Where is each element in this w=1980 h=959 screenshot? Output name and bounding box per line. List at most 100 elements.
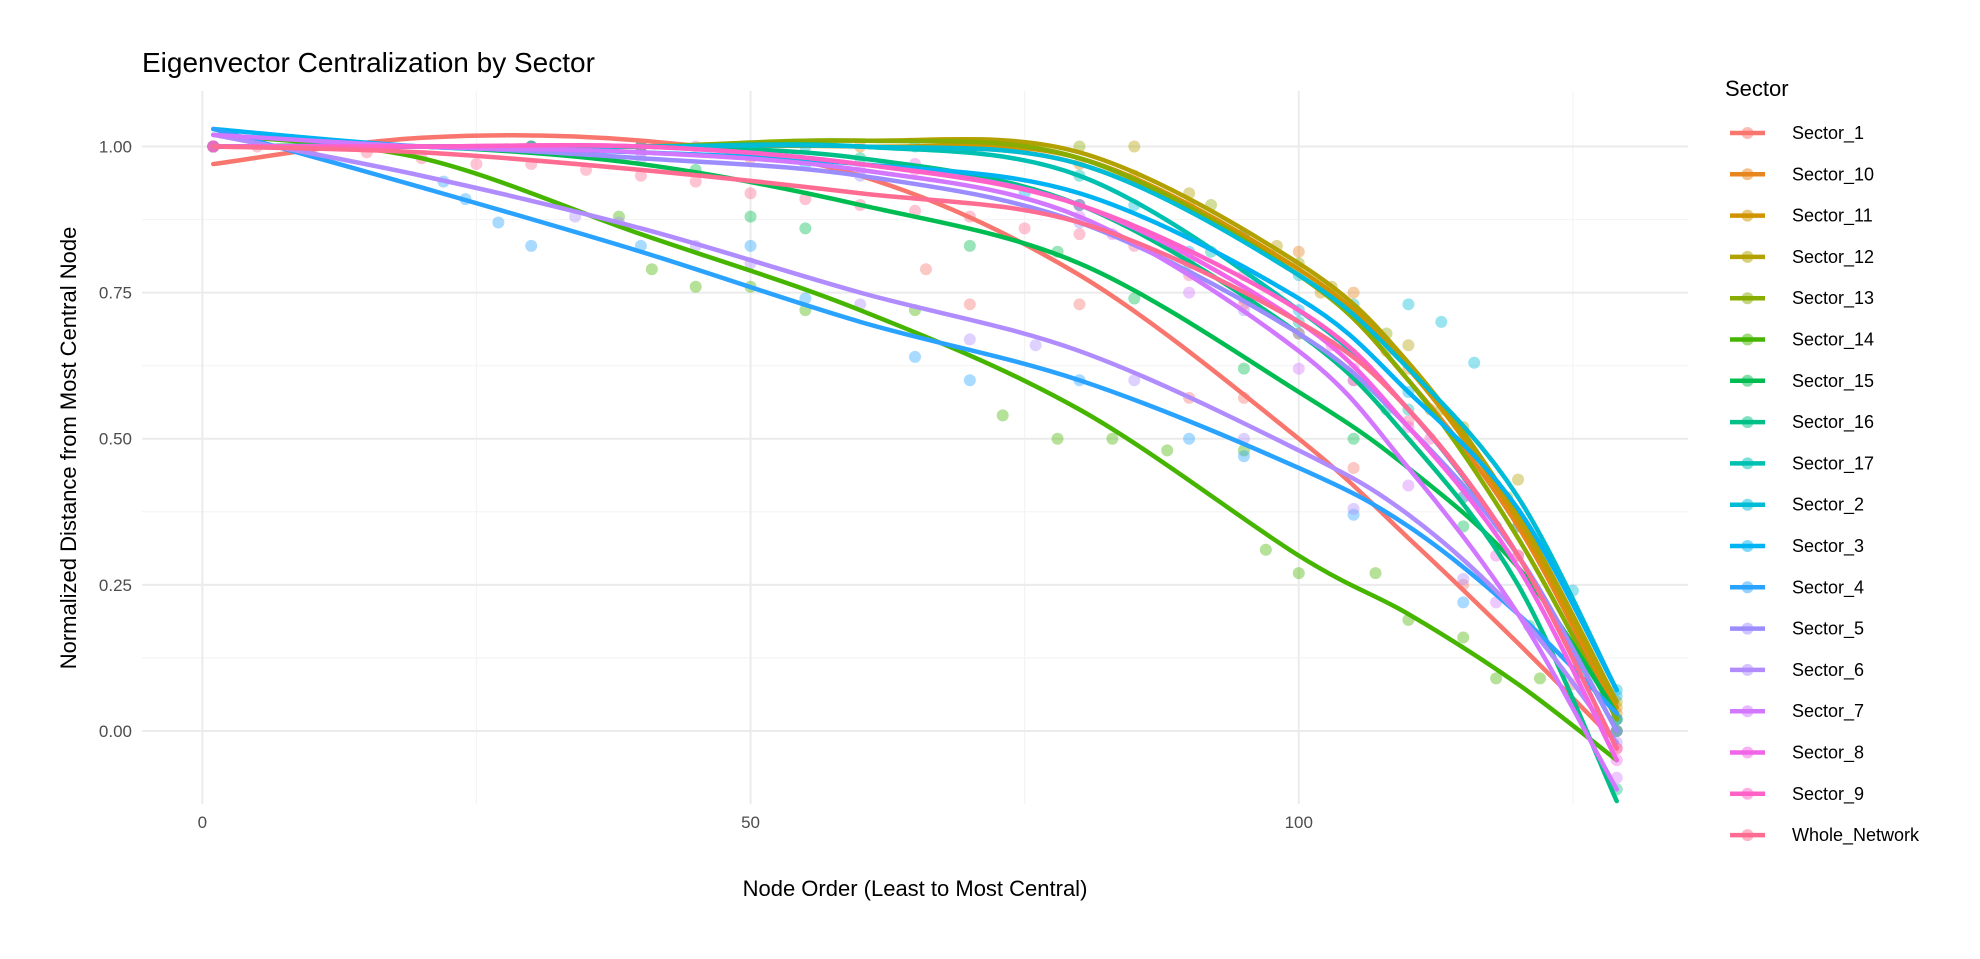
data-point-sector_2 (1468, 356, 1481, 369)
data-point-sector_14 (1533, 672, 1546, 685)
legend-item-sector_14: Sector_14 (1730, 330, 1874, 351)
x-axis-title: Node Order (Least to Most Central) (743, 876, 1088, 901)
legend-key-point (1741, 540, 1754, 552)
legend-label: Sector_14 (1792, 330, 1874, 351)
legend-key-point (1741, 705, 1754, 718)
legend-key-point (1741, 416, 1754, 429)
data-point-sector_4 (909, 350, 921, 363)
legend-label: Sector_9 (1792, 784, 1864, 805)
legend-label: Sector_13 (1792, 288, 1874, 309)
legend-item-sector_6: Sector_6 (1730, 660, 1864, 681)
data-point-sector_14 (1369, 567, 1382, 580)
chart-title: Eigenvector Centralization by Sector (142, 47, 595, 78)
data-point-sector_6 (1029, 339, 1042, 352)
data-point-sector_4 (799, 292, 812, 305)
legend-item-sector_13: Sector_13 (1730, 288, 1874, 309)
legend-key-point (1741, 663, 1754, 676)
legend-item-sector_16: Sector_16 (1730, 412, 1874, 433)
data-point-sector_4 (525, 239, 538, 252)
legend-label: Sector_7 (1792, 701, 1864, 722)
legend-item-sector_3: Sector_3 (1730, 536, 1864, 557)
trend-line-sector_4 (211, 126, 1619, 716)
legend-item-sector_17: Sector_17 (1730, 453, 1874, 474)
legend-key-point (1741, 457, 1754, 470)
y-tick-label: 0.75 (99, 284, 132, 303)
legend-title: Sector (1725, 76, 1789, 101)
data-point-sector_4 (1347, 508, 1360, 521)
data-point-sector_4 (1237, 450, 1250, 463)
legend-label: Sector_12 (1792, 247, 1874, 268)
legend-key-point (1741, 250, 1754, 263)
legend-label: Sector_8 (1792, 743, 1864, 764)
legend-item-sector_15: Sector_15 (1730, 371, 1874, 392)
data-point-whole_network (1018, 222, 1031, 235)
plot-panel: 0 50 100 0.00 0.25 0.50 0.75 1.00 (99, 91, 1688, 832)
y-tick-label: 0.25 (99, 576, 132, 595)
legend-label: Sector_1 (1792, 123, 1864, 144)
legend-key-point (1741, 498, 1754, 511)
data-point-sector_12 (1512, 473, 1525, 486)
trend-line-sector_1 (211, 133, 1619, 745)
trend-line-sector_7 (211, 132, 1619, 792)
legend-label: Sector_5 (1792, 619, 1864, 640)
data-point-sector_14 (689, 280, 702, 293)
data-point-sector_2 (1435, 315, 1448, 328)
legend-key-point (1741, 622, 1754, 635)
data-point-sector_7 (1183, 286, 1196, 299)
trend-line-sector_14 (211, 132, 1619, 763)
data-point-sector_2 (1402, 298, 1415, 311)
legend-item-sector_10: Sector_10 (1730, 164, 1874, 185)
legend-key-point (1741, 746, 1754, 759)
legend-key-point (1741, 829, 1754, 842)
data-point-sector_14 (996, 409, 1009, 422)
data-point-sector_14 (1490, 672, 1503, 685)
data-point-sector_6 (1347, 502, 1360, 515)
data-point-sector_6 (963, 333, 976, 346)
legend-label: Sector_10 (1792, 164, 1874, 185)
data-point-sector_7 (1292, 362, 1305, 375)
data-point-sector_15 (963, 239, 976, 252)
data-point-sector_15 (799, 222, 812, 235)
data-point-whole_network (689, 175, 702, 188)
legend-key-point (1741, 209, 1754, 222)
data-point-sector_15 (1128, 292, 1141, 305)
data-point-sector_6 (1128, 374, 1141, 387)
data-point-sector_15 (1347, 432, 1360, 445)
trend-line-whole_network (211, 144, 1619, 751)
legend-key-point (1741, 787, 1754, 800)
y-tick-label: 1.00 (99, 138, 132, 157)
data-point-sector_1 (963, 298, 976, 311)
legend-item-sector_9: Sector_9 (1730, 784, 1864, 805)
legend-label: Sector_16 (1792, 412, 1874, 433)
trend-line-sector_6 (211, 132, 1619, 745)
data-point-sector_10 (1347, 286, 1360, 299)
legend-label: Sector_15 (1792, 371, 1874, 392)
legend-item-sector_4: Sector_4 (1730, 577, 1864, 598)
data-point-whole_network (799, 193, 812, 206)
legend-key-point (1741, 168, 1754, 181)
data-point-sector_14 (645, 263, 658, 276)
data-point-sector_14 (1051, 432, 1064, 445)
legend-label: Sector_4 (1792, 577, 1864, 598)
legend-key-point (1741, 127, 1754, 139)
trend-line-sector_8 (211, 142, 1619, 763)
data-point-sector_15 (744, 210, 757, 223)
data-point-sector_6 (1457, 572, 1470, 585)
legend-item-sector_2: Sector_2 (1730, 495, 1864, 516)
data-point-sector_15 (1237, 362, 1250, 375)
legend: Sector Sector_1 Sector_10 Sector_11 Sector_… (1725, 76, 1920, 846)
data-point-sector_4 (492, 216, 505, 229)
x-tick-label: 0 (198, 813, 207, 832)
data-point-sector_12 (1402, 339, 1415, 352)
data-point-whole_network (470, 158, 483, 171)
y-tick-label: 0.50 (99, 430, 132, 449)
data-point-whole_network (1073, 228, 1086, 241)
data-point-sector_14 (1259, 543, 1272, 556)
legend-label: Whole_Network (1792, 825, 1920, 846)
legend-label: Sector_2 (1792, 495, 1864, 516)
data-point-sector_4 (963, 374, 976, 387)
data-point-sector_14 (1161, 444, 1174, 457)
data-point-sector_1 (1073, 298, 1086, 311)
data-point-sector_14 (1292, 567, 1305, 580)
